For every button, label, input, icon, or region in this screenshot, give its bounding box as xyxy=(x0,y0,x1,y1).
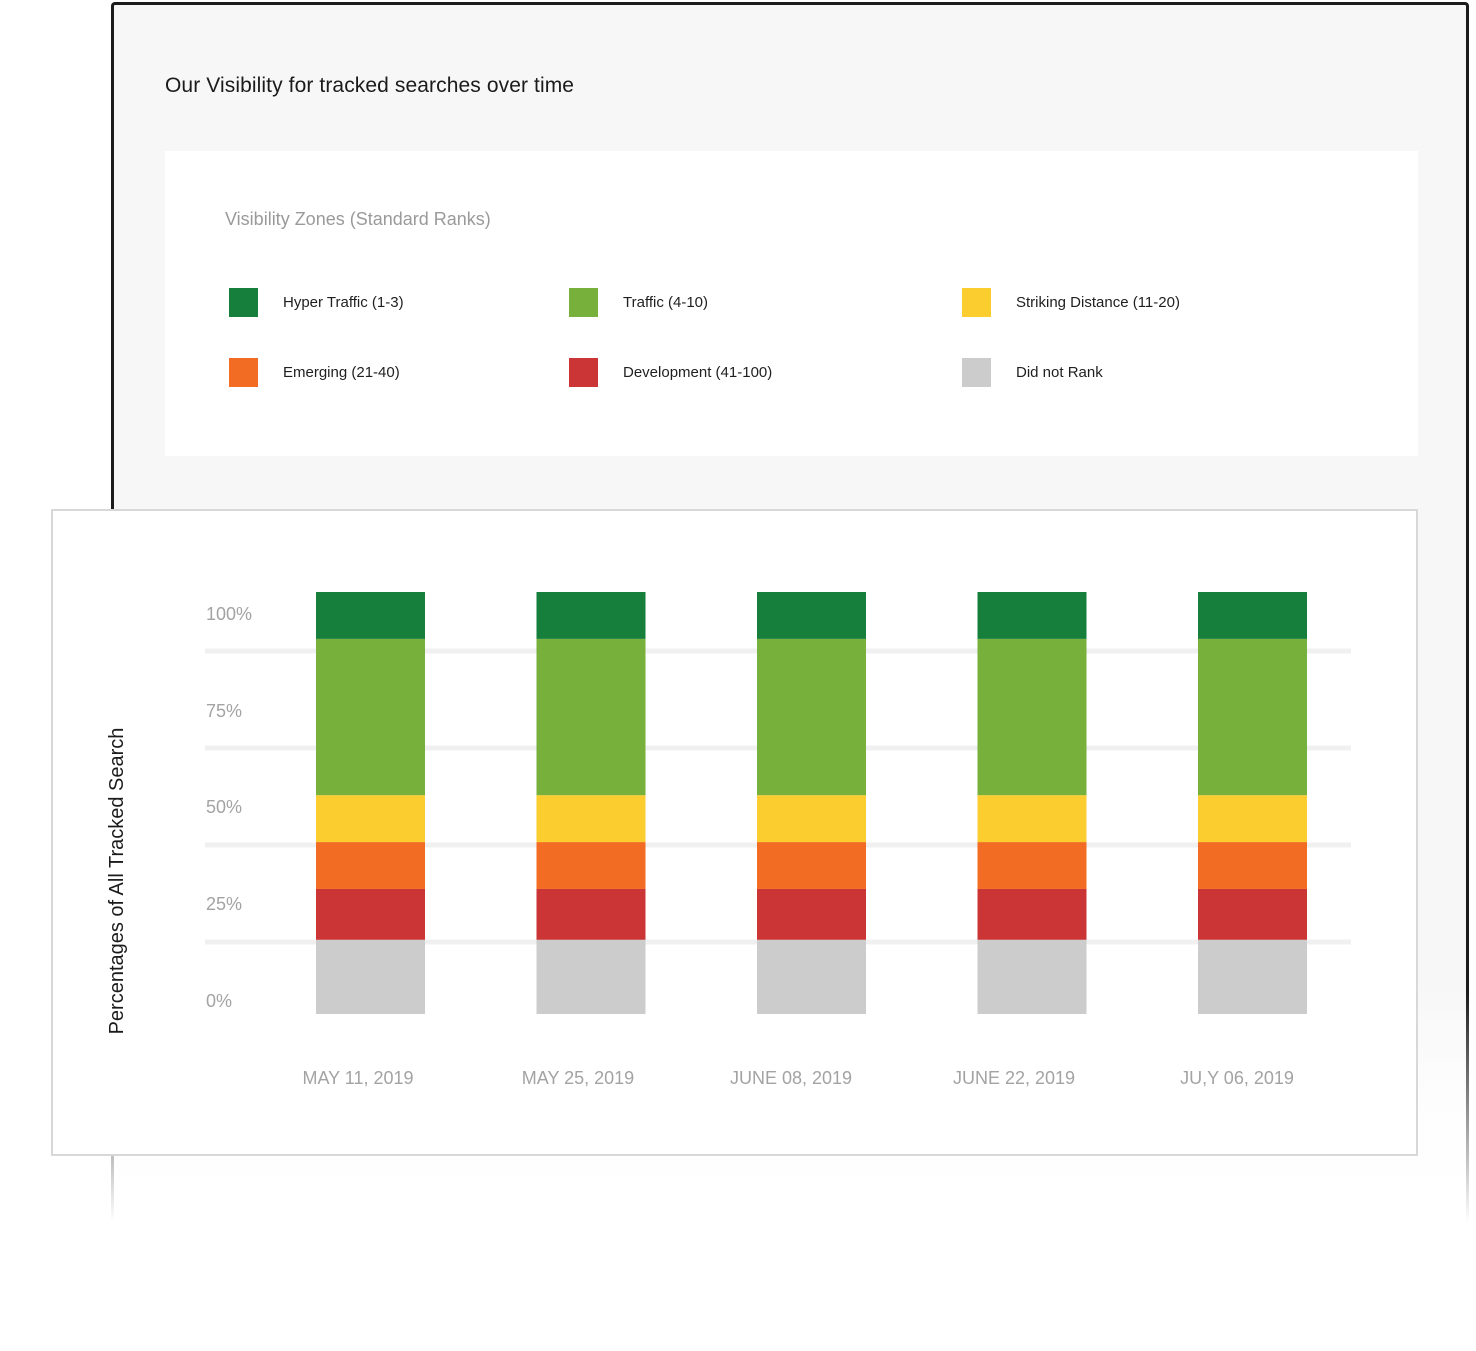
bar-segment xyxy=(977,592,1087,639)
bar-segment xyxy=(316,592,425,639)
chart-card: 0% 25% 50% 75% 100% MAY 11, 2019 MAY 25, 2019… xyxy=(51,509,1418,1156)
y-tick-labels: 0% 25% 50% 75% 100% xyxy=(206,604,252,1011)
legend-label-traffic: Traffic (4-10) xyxy=(623,293,709,311)
bar-segment xyxy=(316,888,425,940)
bar-segment xyxy=(316,795,425,843)
legend-label-development: Development (41-100) xyxy=(623,363,773,381)
legend-swatch-emerging xyxy=(229,357,258,387)
bar-segment xyxy=(1198,888,1307,940)
bar-segment xyxy=(316,638,425,796)
legend-label-striking-distance: Striking Distance (11-20) xyxy=(1016,293,1180,311)
bar-segment xyxy=(1198,638,1307,796)
bar-segment xyxy=(1198,592,1307,639)
bars xyxy=(316,592,1307,1014)
bar-segment xyxy=(977,638,1087,796)
legend-swatch-development xyxy=(569,357,598,387)
legend-item-striking-distance: Striking Distance (11-20) xyxy=(962,287,1180,317)
bar-segment xyxy=(316,842,425,889)
bar-segment xyxy=(1198,939,1307,1014)
legend-item-did-not-rank: Did not Rank xyxy=(962,357,1103,387)
bar-segment xyxy=(757,939,866,1014)
x-tick-label: MAY 11, 2019 xyxy=(302,1068,413,1088)
legend-label-did-not-rank: Did not Rank xyxy=(1016,363,1103,381)
y-tick-label: 75% xyxy=(206,701,242,721)
bar-segment xyxy=(536,842,646,889)
legend-label-hyper-traffic: Hyper Traffic (1-3) xyxy=(283,293,404,311)
bar-segment xyxy=(536,888,646,940)
bar-segment xyxy=(757,842,866,889)
bar-segment xyxy=(977,795,1087,843)
y-tick-label: 0% xyxy=(206,991,232,1011)
x-tick-label: JU,Y 06, 2019 xyxy=(1180,1068,1294,1088)
y-tick-label: 50% xyxy=(206,797,242,817)
legend-item-development: Development (41-100) xyxy=(569,357,772,387)
legend-swatch-traffic xyxy=(569,287,598,317)
bar-segment xyxy=(757,638,866,796)
legend-item-traffic: Traffic (4-10) xyxy=(569,287,708,317)
bar-segment xyxy=(757,795,866,843)
panel-title: Our Visibility for tracked searches over… xyxy=(165,74,575,97)
y-axis-title: Percentages of All Tracked Search xyxy=(106,728,128,1035)
legend-item-emerging: Emerging (21-40) xyxy=(229,357,400,387)
x-tick-label: MAY 25, 2019 xyxy=(522,1068,634,1088)
bar-segment xyxy=(1198,795,1307,843)
bar-segment xyxy=(977,888,1087,940)
bar-segment xyxy=(977,842,1087,889)
legend-item-hyper-traffic: Hyper Traffic (1-3) xyxy=(229,287,404,317)
legend-label-emerging: Emerging (21-40) xyxy=(283,363,400,381)
stacked-bar-chart: 0% 25% 50% 75% 100% MAY 11, 2019 MAY 25, 2019… xyxy=(106,592,1351,1088)
y-tick-label: 25% xyxy=(206,894,242,914)
x-tick-label: JUNE 22, 2019 xyxy=(953,1068,1075,1088)
legend-swatch-hyper-traffic xyxy=(229,287,258,317)
legend-card: Visibility Zones (Standard Ranks) Hyper … xyxy=(165,151,1418,456)
x-tick-label: JUNE 08, 2019 xyxy=(730,1068,852,1088)
x-tick-labels: MAY 11, 2019 MAY 25, 2019 JUNE 08, 2019 JUN… xyxy=(302,1068,1293,1088)
bar-segment xyxy=(977,939,1087,1014)
bar-segment xyxy=(536,638,646,796)
bar-segment xyxy=(1198,842,1307,889)
legend-heading: Visibility Zones (Standard Ranks) xyxy=(225,209,491,229)
bar-segment xyxy=(757,888,866,940)
legend-swatch-striking-distance xyxy=(962,287,991,317)
bar-segment xyxy=(757,592,866,639)
bar-segment xyxy=(536,592,646,639)
bar-segment xyxy=(316,939,425,1014)
legend-swatch-did-not-rank xyxy=(962,357,991,387)
bar-segment xyxy=(536,795,646,843)
bar-segment xyxy=(536,939,646,1014)
y-tick-label: 100% xyxy=(206,604,252,624)
